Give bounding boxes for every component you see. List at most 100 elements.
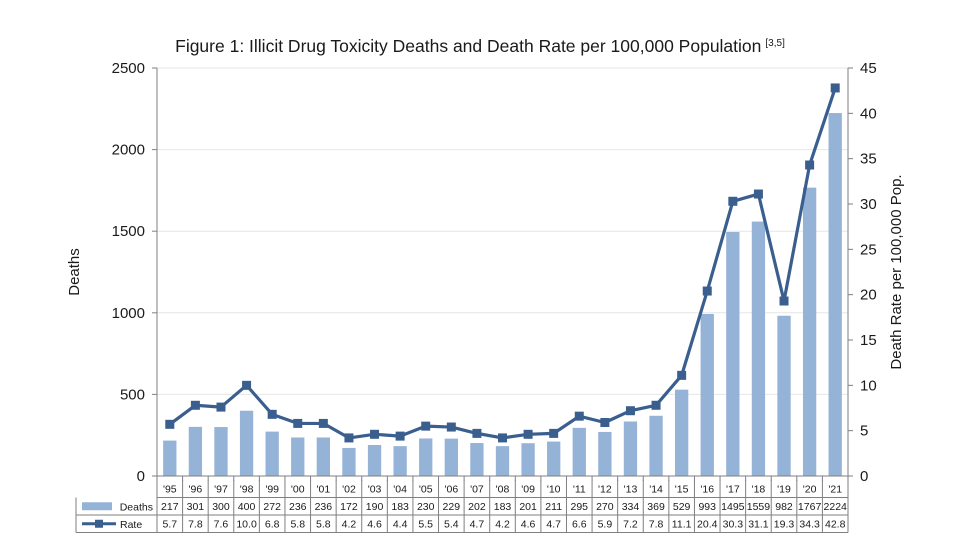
table-cell-deaths: 190 [366,501,384,513]
x-tick-label: '17 [726,484,740,496]
table-cell-rate: 5.5 [418,519,433,531]
rate-marker [574,411,584,421]
table-cell-rate: 4.6 [521,519,536,531]
x-tick-label: '13 [624,484,638,496]
rate-marker [830,83,840,93]
table-cell-rate: 4.7 [546,519,561,531]
table-cell-deaths: 272 [263,501,281,513]
x-tick-label: '19 [777,484,791,496]
x-tick-label: '00 [291,484,305,496]
x-tick-label: '96 [189,484,203,496]
y2-tick-label: 0 [860,468,868,485]
rate-marker [753,189,763,199]
gridlines [157,67,848,395]
bar-deaths [342,447,356,476]
bar-deaths [598,431,612,476]
rate-marker [267,409,277,419]
bar-deaths [316,437,331,476]
bar-deaths [649,415,663,476]
table-cell-deaths: 301 [187,501,205,513]
y2-tick-label: 40 [860,105,877,122]
bar-deaths [547,441,561,476]
table-cell-rate: 5.8 [316,519,331,531]
table-cell-deaths: 982 [775,501,793,513]
y2-tick-label: 15 [860,332,877,349]
table-cell-rate: 4.2 [342,519,357,531]
x-tick-label: '16 [700,484,714,496]
y2-axis-title: Death Rate per 100,000 Pop. [888,174,905,369]
table-cell-deaths: 236 [315,501,333,513]
rate-marker [421,421,431,431]
bar-deaths [367,444,382,476]
legend-label-rate: Rate [120,519,142,531]
y2-tick-label: 5 [860,423,868,440]
table-cell-deaths: 400 [238,501,256,513]
table-cell-rate: 10.0 [236,519,257,531]
table-cell-deaths: 172 [340,501,358,513]
bar-deaths [828,113,842,476]
bar-deaths [777,315,791,476]
x-tick-label: '09 [521,484,535,496]
x-tick-label: '02 [342,484,356,496]
axes: 0 500 1000 1500 2000 2500 0 5 10 15 20 25 30 35 40 45 [112,60,877,485]
table-cell-deaths: 993 [698,501,716,513]
table-cell-rate: 20.4 [697,519,718,531]
y-tick-label: 2000 [112,142,145,159]
x-tick-label: '18 [752,484,766,496]
x-tick-label: '98 [240,484,254,496]
table-cell-deaths: 270 [596,501,614,513]
bar-deaths [239,410,254,476]
table-cell-deaths: 1495 [721,501,745,513]
table-cell-deaths: 183 [494,501,512,513]
rate-marker [216,402,226,412]
table-cell-rate: 5.9 [598,519,613,531]
table-cell-rate: 7.8 [649,519,664,531]
x-tick-label: '08 [496,484,510,496]
y-tick-label: 2500 [112,60,145,77]
table-cell-rate: 30.3 [723,519,744,531]
bar-deaths [495,446,510,476]
y-tick-label: 1500 [112,223,145,240]
table-cell-deaths: 229 [443,501,461,513]
x-tick-label: '04 [393,484,407,496]
table-cell-rate: 4.4 [393,519,408,531]
table-cell-deaths: 334 [622,501,640,513]
bar-deaths [393,446,407,476]
table-cell-rate: 42.8 [825,519,846,531]
y-tick-label: 0 [137,468,145,485]
table-cell-rate: 4.6 [367,519,382,531]
table-cell-rate: 5.4 [444,519,459,531]
y2-tick-label: 45 [860,60,877,77]
table-cell-deaths: 295 [571,501,589,513]
x-tick-label: '95 [163,484,177,496]
x-tick-label: '05 [419,484,433,496]
bar-deaths [444,438,458,476]
x-tick-label: '15 [675,484,689,496]
rate-marker [728,196,738,206]
y-axis-title: Deaths [66,248,83,296]
rate-marker [549,428,559,438]
legend-key-rate-marker [95,519,103,528]
table-cell-rate: 6.6 [572,519,587,531]
table-cell-rate: 4.2 [495,519,510,531]
bar-deaths [163,440,177,476]
table-cell-rate: 11.1 [672,519,692,531]
rate-marker [625,406,635,416]
x-tick-label: '14 [649,484,663,496]
rate-marker [523,429,533,439]
y2-tick-label: 25 [860,241,877,258]
data-table: '95 217 5.7 '96 301 7.8 '97 300 7.6 '98 400 10.0 '99… [75,480,849,533]
y-tick-label: 500 [120,386,145,403]
x-tick-label: '01 [317,484,331,496]
bar-deaths [188,426,203,476]
table-cell-deaths: 230 [417,501,435,513]
table-cell-rate: 7.6 [214,519,229,531]
rate-line [165,83,840,443]
rate-marker [344,433,354,443]
rate-marker [472,428,482,438]
table-cell-rate: 34.3 [799,519,820,531]
table-cell-deaths: 236 [289,501,307,513]
table-cell-rate: 4.7 [470,519,485,531]
rate-marker [446,422,456,432]
